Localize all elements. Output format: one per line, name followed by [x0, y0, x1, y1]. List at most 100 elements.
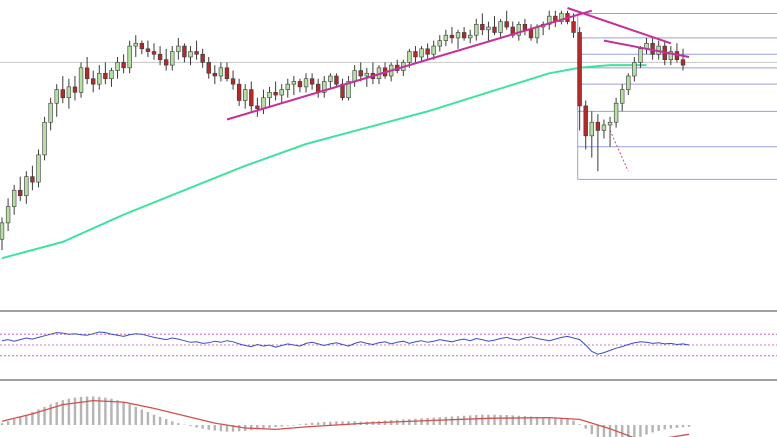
candle-body	[303, 78, 309, 88]
candle-body	[486, 26, 491, 31]
histogram-bar-108	[657, 425, 660, 431]
candle-105	[638, 46, 643, 68]
candle-body	[407, 51, 412, 63]
candle-body	[595, 121, 601, 131]
candle-body	[236, 83, 242, 101]
candle-body	[66, 86, 72, 99]
candle-25	[151, 43, 157, 60]
candle-1	[5, 198, 11, 232]
candle-27	[163, 48, 169, 71]
candle-body	[176, 45, 181, 52]
candle-80	[486, 21, 491, 41]
candle-body	[577, 32, 582, 107]
histogram-bar-79	[481, 414, 484, 425]
candle-body	[346, 81, 351, 99]
oscillator-line	[1, 331, 690, 355]
candle-body	[534, 26, 540, 39]
histogram-bar-44	[268, 425, 271, 428]
candle-body	[30, 176, 35, 183]
candle-body	[571, 21, 576, 33]
histogram-bar-73	[444, 416, 448, 425]
candle-77	[468, 29, 473, 44]
histogram-bar-47	[286, 425, 289, 426]
candle-body	[668, 51, 674, 60]
candle-101	[613, 97, 619, 128]
histogram-bar-51	[310, 422, 314, 425]
candle-body	[461, 32, 467, 39]
candle-94	[571, 13, 576, 38]
candle-74	[449, 27, 455, 44]
candle-46	[279, 84, 284, 104]
candle-78	[474, 18, 479, 41]
histogram-bar-82	[499, 415, 502, 425]
histogram-bar-30	[183, 424, 186, 426]
candle-body	[133, 43, 138, 47]
histogram-bar-14	[85, 396, 89, 425]
candle-body	[243, 89, 248, 101]
candle-body	[504, 21, 509, 28]
histogram-bar-83	[505, 415, 508, 425]
candle-body	[0, 222, 5, 240]
candle-40	[243, 84, 248, 109]
candle-92	[559, 10, 564, 25]
candle-body	[352, 70, 357, 82]
candle-99	[601, 119, 607, 139]
candle-11	[66, 78, 72, 109]
candle-13	[78, 62, 84, 98]
candle-body	[638, 48, 643, 63]
candle-23	[139, 40, 145, 55]
candle-14	[84, 56, 90, 85]
histogram-bar-10	[61, 400, 65, 425]
histogram-bar-94	[572, 420, 575, 425]
candle-body	[620, 89, 625, 104]
histogram-bar-27	[164, 419, 168, 425]
candle-body	[613, 102, 619, 123]
candle-body	[291, 81, 297, 85]
candle-81	[492, 16, 497, 36]
candle-body	[163, 59, 169, 66]
candle-16	[97, 65, 102, 90]
candle-body	[18, 189, 23, 196]
candle-5	[30, 165, 35, 191]
histogram-bar-36	[219, 425, 223, 432]
candle-50	[303, 73, 309, 93]
candle-53	[322, 76, 327, 98]
histogram-bar-42	[256, 425, 259, 430]
histogram-bar-25	[152, 414, 156, 425]
candle-body	[97, 72, 102, 85]
candle-body	[194, 51, 199, 55]
candle-3	[18, 176, 23, 202]
histogram-bar-92	[560, 417, 563, 425]
histogram-bar-18	[110, 398, 113, 425]
histogram-bar-22	[134, 406, 137, 425]
candle-24	[145, 40, 151, 57]
candle-body	[419, 48, 424, 58]
candle-body	[200, 53, 205, 63]
histogram-bar-112	[681, 425, 685, 428]
candle-body	[11, 189, 17, 207]
histogram-bar-89	[541, 417, 545, 425]
candle-72	[437, 35, 442, 52]
histogram-bar-72	[438, 417, 442, 425]
candle-57	[346, 76, 351, 101]
candle-body	[36, 154, 41, 183]
histogram-bar-90	[548, 417, 551, 425]
histogram-bar-58	[353, 421, 356, 425]
candle-body	[5, 206, 11, 224]
histogram-bar-107	[651, 425, 654, 433]
histogram-bar-12	[73, 397, 77, 425]
candle-body	[103, 72, 108, 80]
candle-33	[200, 48, 205, 68]
histogram-bar-24	[146, 412, 150, 425]
histogram-bar-78	[475, 415, 478, 425]
candle-10	[60, 76, 65, 104]
candle-body	[559, 13, 564, 22]
candle-44	[267, 86, 272, 106]
trendline-2	[603, 39, 690, 58]
histogram-bar-9	[55, 402, 58, 425]
histogram-bar-86	[523, 416, 527, 425]
candle-76	[461, 27, 467, 41]
candle-body	[528, 29, 534, 39]
candle-32	[194, 40, 199, 60]
candle-112	[680, 48, 686, 71]
